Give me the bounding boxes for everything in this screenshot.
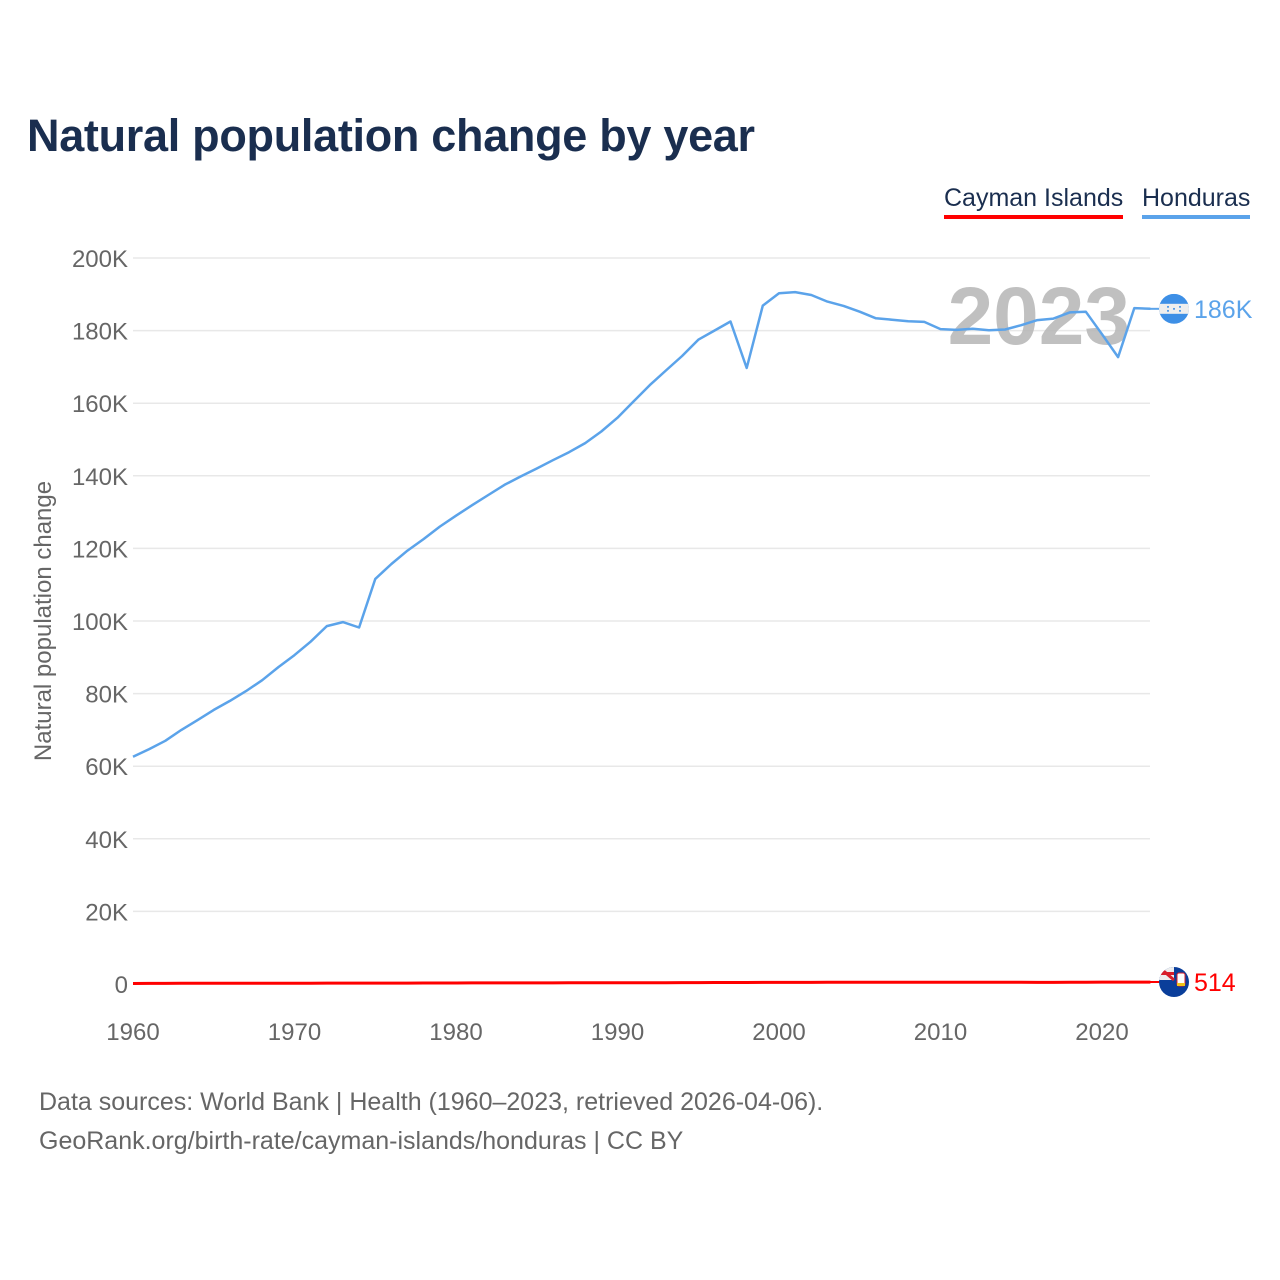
cayman-islands-flag-icon (1159, 967, 1189, 997)
legend-item-cayman-islands[interactable]: Cayman Islands (944, 184, 1124, 219)
end-value-label-honduras: 186K (1194, 296, 1253, 324)
y-tick-label: 140K (72, 464, 128, 491)
honduras-flag-icon (1159, 293, 1189, 324)
x-tick-label: 1990 (591, 1019, 644, 1046)
x-tick-label: 1970 (268, 1019, 321, 1046)
y-axis-label: Natural population change (30, 481, 57, 761)
x-tick-label: 2010 (914, 1019, 967, 1046)
y-tick-label: 200K (72, 246, 128, 273)
footer-url: GeoRank.org/birth-rate/cayman-islands/ho… (39, 1127, 684, 1155)
flag-star (1179, 309, 1181, 312)
flag-star (1167, 309, 1169, 312)
year-watermark: 2023 (948, 271, 1130, 362)
series-line-cayman-islands (132, 980, 1151, 985)
footer-sources: Data sources: World Bank | Health (1960–… (39, 1088, 824, 1116)
y-tick-label: 180K (72, 319, 128, 346)
flag-star (1167, 305, 1169, 308)
flag-shield-base (1177, 983, 1185, 986)
y-tick-label: 120K (72, 536, 128, 563)
flag-body (1159, 293, 1189, 324)
y-tick-label: 80K (85, 682, 128, 709)
x-tick-label: 1960 (106, 1019, 159, 1046)
series-line-honduras (132, 290, 1151, 758)
flag-body (1159, 967, 1189, 997)
legend-item-honduras[interactable]: Honduras (1142, 184, 1251, 219)
flag-star (1179, 305, 1181, 308)
flag-star (1173, 307, 1175, 310)
y-tick-label: 0 (115, 972, 128, 999)
y-tick-label: 40K (85, 827, 128, 854)
y-tick-label: 160K (72, 391, 128, 418)
x-tick-label: 2000 (752, 1019, 805, 1046)
y-tick-label: 20K (85, 899, 128, 926)
end-value-label-cayman-islands: 514 (1194, 969, 1236, 997)
y-tick-label: 60K (85, 754, 128, 781)
flag-union-jack-bar (1159, 972, 1174, 975)
y-tick-label: 100K (72, 609, 128, 636)
x-tick-label: 2020 (1075, 1019, 1128, 1046)
chart-title: Natural population change by year (27, 110, 755, 161)
x-tick-label: 1980 (429, 1019, 482, 1046)
